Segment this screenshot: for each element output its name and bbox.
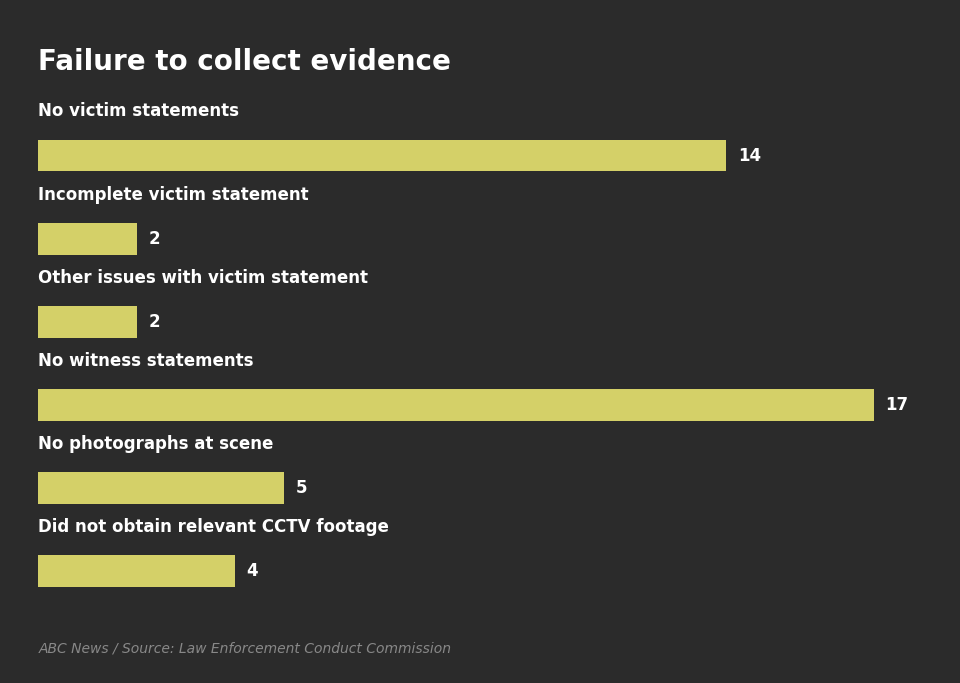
Text: 5: 5 [296,479,307,497]
Text: 4: 4 [247,562,258,580]
Bar [38,223,136,255]
Text: Other issues with victim statement: Other issues with victim statement [38,268,369,287]
Text: 14: 14 [737,147,761,165]
Text: No victim statements: No victim statements [38,102,239,120]
Text: No witness statements: No witness statements [38,352,253,370]
Text: 2: 2 [148,313,159,331]
Bar [38,140,726,171]
Bar [38,389,874,421]
Text: Failure to collect evidence: Failure to collect evidence [38,48,451,76]
Text: Did not obtain relevant CCTV footage: Did not obtain relevant CCTV footage [38,518,389,536]
Text: No photographs at scene: No photographs at scene [38,435,274,453]
Bar [38,555,235,587]
Text: Incomplete victim statement: Incomplete victim statement [38,186,309,204]
Bar [38,472,284,504]
Bar [38,306,136,337]
Text: ABC News / Source: Law Enforcement Conduct Commission: ABC News / Source: Law Enforcement Condu… [38,642,451,656]
Text: 17: 17 [885,396,908,414]
Text: 2: 2 [148,229,159,248]
